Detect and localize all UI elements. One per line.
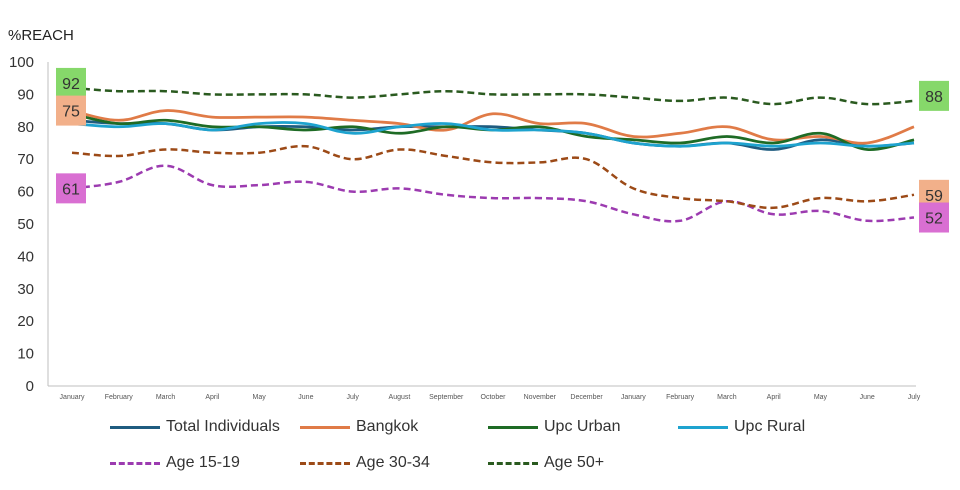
x-tick-label: June — [860, 394, 875, 401]
x-tick-label: June — [298, 394, 313, 401]
legend-label: Total Individuals — [166, 418, 280, 435]
legend-item: Total Individuals — [110, 418, 280, 436]
x-tick-label: February — [105, 394, 134, 401]
y-tick-label: 90 — [17, 86, 34, 103]
x-tick-label: January — [60, 394, 85, 401]
legend-label: Age 50+ — [544, 454, 605, 471]
legend-item: Age 30-34 — [300, 454, 430, 472]
y-tick-label: 20 — [17, 313, 34, 330]
data-label: 88 — [925, 89, 943, 106]
legend-item: Upc Rural — [678, 418, 805, 436]
legend-swatch — [488, 425, 538, 429]
legend-item: Upc Urban — [488, 418, 620, 436]
y-tick-label: 30 — [17, 281, 34, 298]
line-chart: 0 10 20 30 40 50 60 70 80 90 100 January February Mar… — [9, 54, 949, 401]
legend-swatch — [300, 461, 350, 465]
data-label: 52 — [925, 211, 943, 228]
x-tick-label: December — [570, 394, 603, 401]
y-tick-label: 40 — [17, 248, 34, 265]
data-label-box — [56, 173, 86, 204]
legend-swatch — [110, 461, 160, 465]
data-label: 61 — [62, 181, 80, 198]
legend-label: Upc Urban — [544, 418, 621, 435]
series-line-upc-rural — [71, 121, 915, 148]
y-tick-label: 100 — [9, 54, 34, 71]
y-tick-label: 60 — [17, 184, 34, 201]
legend-label: Age 15-19 — [166, 454, 240, 471]
x-tick-label: March — [156, 394, 176, 401]
legend-item: Bangkok — [300, 418, 418, 436]
series-line-age-50 — [71, 86, 915, 106]
data-label-box — [56, 67, 86, 98]
x-tick-label: April — [205, 394, 219, 401]
legend-label: Bangkok — [356, 418, 419, 435]
data-label: 92 — [62, 76, 80, 93]
y-tick-label: 10 — [17, 346, 34, 363]
y-tick-label: 70 — [17, 151, 34, 168]
x-tick-label: March — [717, 394, 737, 401]
legend-swatch — [678, 425, 728, 429]
x-tick-label: April — [767, 394, 781, 401]
y-tick-label: 0 — [26, 378, 34, 395]
data-label-box — [919, 80, 949, 111]
y-tick-label: 50 — [17, 216, 34, 233]
legend-swatch — [110, 425, 160, 429]
x-tick-label: January — [621, 394, 646, 401]
y-tick-label: 80 — [17, 119, 34, 136]
legend-swatch — [488, 461, 538, 465]
x-tick-label: July — [346, 394, 359, 401]
series-line-age-30-34 — [71, 144, 915, 210]
data-label: 75 — [62, 104, 80, 121]
legend-item: Age 15-19 — [110, 454, 240, 472]
data-label-box — [919, 202, 949, 233]
x-tick-label: November — [524, 394, 557, 401]
x-tick-label: August — [389, 394, 411, 401]
series-line-bangkok — [71, 109, 915, 145]
x-tick-label: October — [481, 394, 507, 401]
legend-label: Upc Rural — [734, 418, 806, 435]
x-tick-label: February — [666, 394, 695, 401]
data-label: 59 — [925, 188, 943, 205]
legend-swatch — [300, 425, 350, 429]
series-line-age-15-19 — [71, 164, 915, 223]
y-axis-title: %REACH — [8, 27, 74, 44]
x-tick-label: May — [814, 394, 828, 401]
data-label-box — [56, 95, 86, 126]
x-tick-label: September — [429, 394, 464, 401]
x-tick-label: May — [252, 394, 266, 401]
x-tick-label: July — [908, 394, 921, 401]
legend-item: Age 50+ — [488, 454, 604, 472]
legend-label: Age 30-34 — [356, 454, 430, 471]
